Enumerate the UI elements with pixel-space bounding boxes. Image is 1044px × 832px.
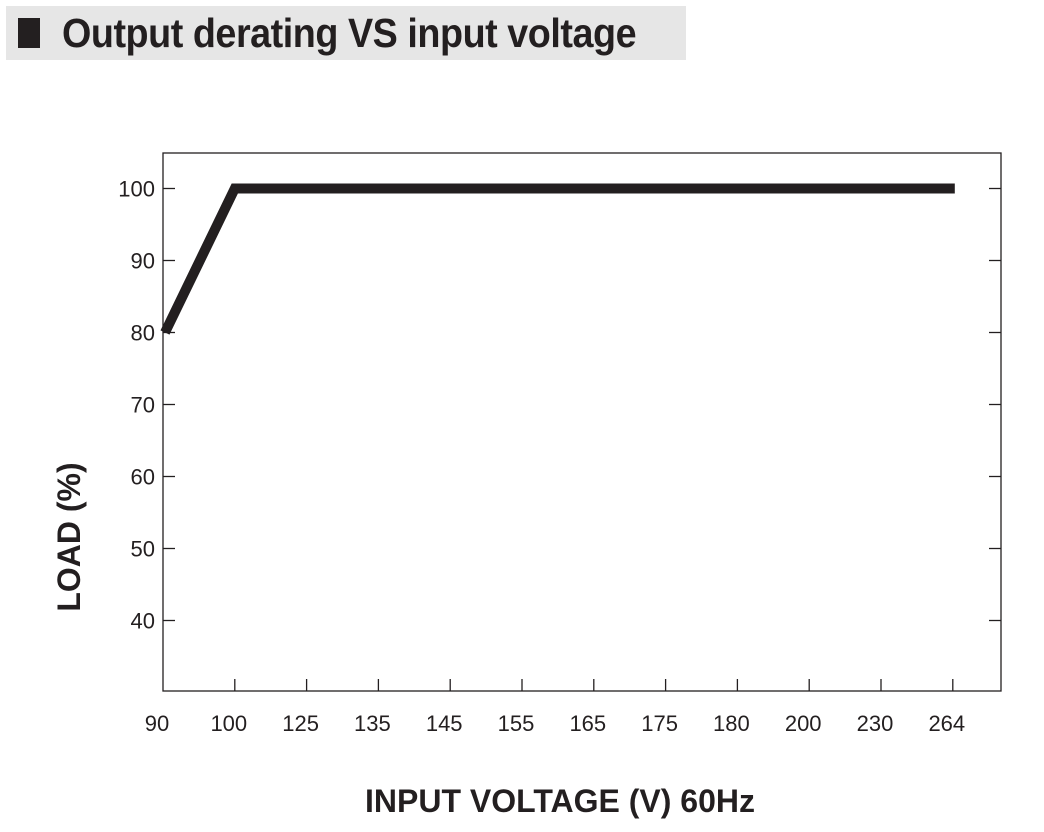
y-axis-label: LOAD (%): [51, 462, 87, 611]
x-tick-label: 155: [498, 711, 535, 736]
x-tick-label: 135: [354, 711, 391, 736]
x-tick-label: 175: [641, 711, 678, 736]
x-tick-label: 230: [857, 711, 894, 736]
series-line: [160, 183, 955, 335]
title-bar: Output derating VS input voltage: [6, 6, 686, 60]
y-tick-label: 70: [131, 393, 155, 418]
x-tick-label: 200: [785, 711, 822, 736]
y-tick-label: 80: [131, 321, 155, 346]
y-tick-label: 50: [131, 537, 155, 562]
x-tick-label: 165: [569, 711, 606, 736]
x-tick-label: 145: [426, 711, 463, 736]
x-tick-label: 90: [145, 711, 169, 736]
x-tick-label: 125: [282, 711, 319, 736]
x-tick-label: 100: [210, 711, 247, 736]
y-tick-label: 90: [131, 249, 155, 274]
title-square-icon: [18, 18, 40, 48]
y-tick-label: 60: [131, 465, 155, 490]
plot-frame: [162, 152, 1002, 692]
x-tick-label: 180: [713, 711, 750, 736]
y-tick-label: 100: [118, 177, 155, 202]
x-tick-label: 264: [928, 711, 965, 736]
chart-title: Output derating VS input voltage: [61, 9, 637, 56]
y-tick-label: 40: [131, 609, 155, 634]
x-axis-label: INPUT VOLTAGE (V) 60Hz: [365, 783, 755, 819]
